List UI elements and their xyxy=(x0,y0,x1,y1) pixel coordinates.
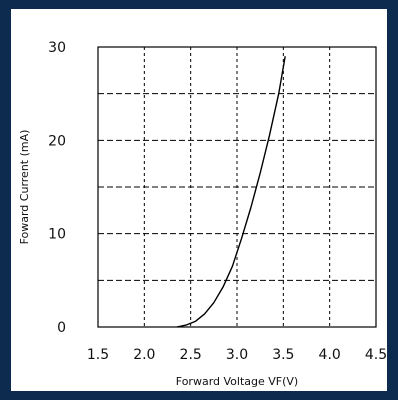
x-axis-title: Forward Voltage VF(V) xyxy=(176,375,298,388)
y-tick-label: 30 xyxy=(48,40,66,56)
x-tick-label: 3.5 xyxy=(272,347,294,363)
series-layer xyxy=(176,56,286,328)
x-tick-label: 4.0 xyxy=(319,347,341,363)
x-tick-label: 1.5 xyxy=(87,347,109,363)
vf-if-chart: 1.5 2.0 2.5 3.0 3.5 4.0 4.5 0 10 20 30 Forward Vo… xyxy=(18,40,387,388)
y-axis-title: Foward Current (mA) xyxy=(18,130,31,245)
series-line-0 xyxy=(176,56,286,328)
chart-frame: 1.5 2.0 2.5 3.0 3.5 4.0 4.5 0 10 20 30 Forward Vo… xyxy=(11,9,387,391)
y-tick-label: 10 xyxy=(48,227,66,243)
plot-area-border xyxy=(97,46,377,328)
x-tick-label: 2.0 xyxy=(133,347,155,363)
x-tick-label: 2.5 xyxy=(180,347,202,363)
grid-layer xyxy=(98,47,376,327)
x-tick-label: 4.5 xyxy=(365,347,387,363)
y-tick-label: 0 xyxy=(57,320,66,336)
y-tick-label: 20 xyxy=(48,133,66,149)
x-tick-labels: 1.5 2.0 2.5 3.0 3.5 4.0 4.5 xyxy=(87,347,387,363)
y-tick-labels: 0 10 20 30 xyxy=(48,40,66,336)
x-tick-label: 3.0 xyxy=(226,347,248,363)
